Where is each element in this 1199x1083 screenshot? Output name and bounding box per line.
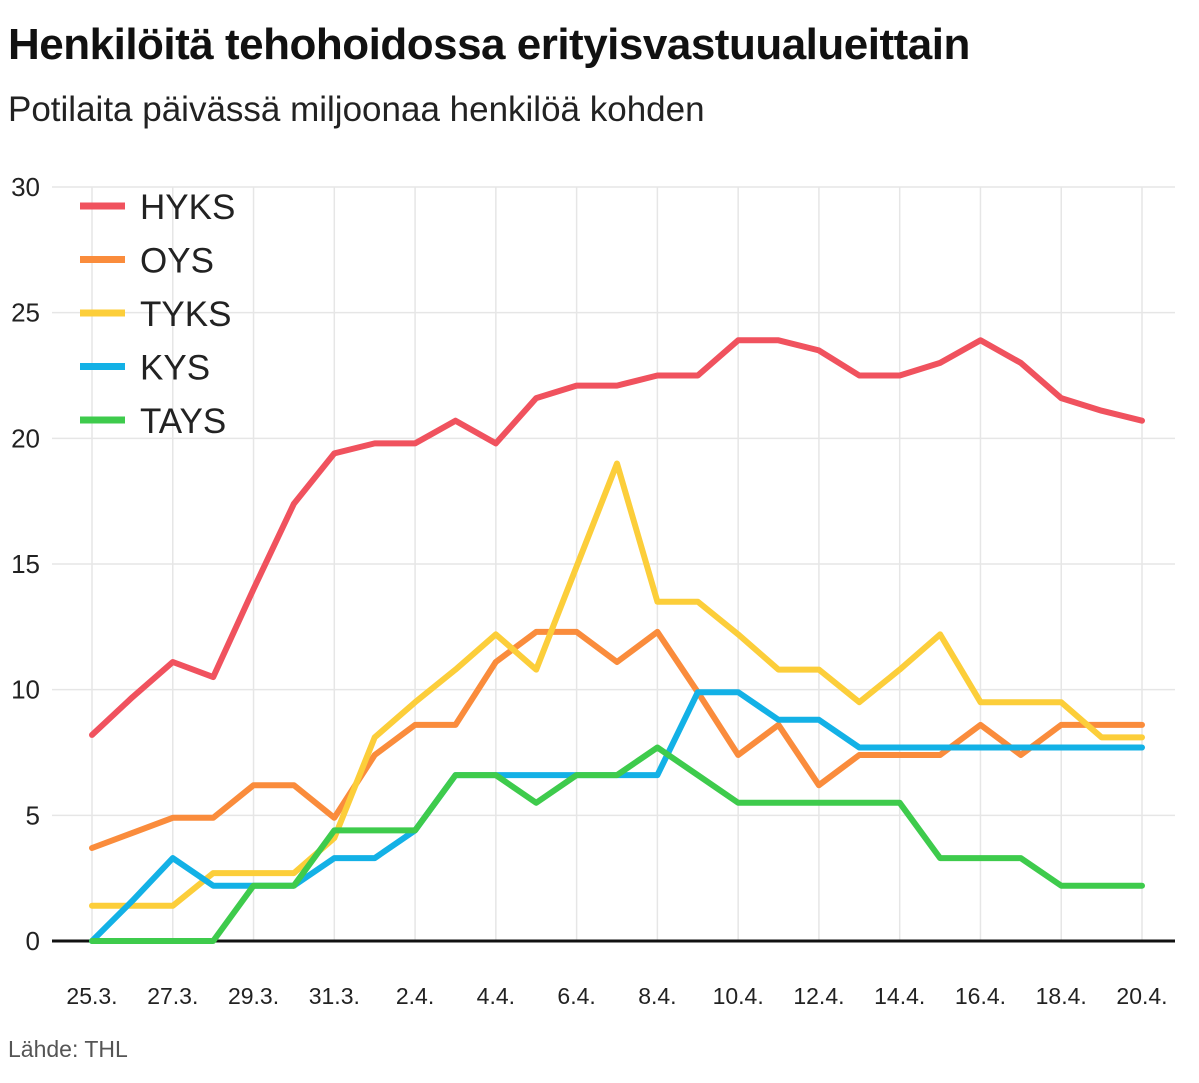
- x-tick-label: 12.4.: [793, 983, 844, 1009]
- x-tick-label: 31.3.: [309, 983, 360, 1009]
- x-tick-label: 4.4.: [477, 983, 515, 1009]
- y-tick-label: 15: [11, 549, 40, 579]
- series-lines: [89, 337, 1145, 944]
- x-tick-label: 10.4.: [713, 983, 764, 1009]
- series-line-tyks: [89, 460, 1145, 909]
- legend-label-oys: OYS: [140, 242, 214, 281]
- y-tick-label: 0: [26, 926, 40, 956]
- x-tick-label: 6.4.: [557, 983, 595, 1009]
- legend-label-tays: TAYS: [140, 402, 226, 441]
- axes: 0 5 10 15 20 25 30 25.3. 27.3. 29.3. 31.3. 2.4. 4.4.…: [11, 172, 1175, 1009]
- legend-label-hyks: HYKS: [140, 188, 235, 227]
- legend-label-kys: KYS: [140, 349, 210, 388]
- y-tick-label: 30: [11, 172, 40, 202]
- series-line-tays: [89, 744, 1145, 944]
- x-tick-label: 2.4.: [396, 983, 434, 1009]
- legend-label-tyks: TYKS: [140, 295, 231, 334]
- y-tick-label: 5: [26, 800, 40, 830]
- x-tick-label: 16.4.: [955, 983, 1006, 1009]
- x-tick-label: 18.4.: [1036, 983, 1087, 1009]
- x-tick-label: 27.3.: [147, 983, 198, 1009]
- x-tick-label: 14.4.: [874, 983, 925, 1009]
- x-tick-label: 25.3.: [66, 983, 117, 1009]
- chart-title: Henkilöitä tehohoidossa erityisvastuualu…: [8, 20, 970, 69]
- x-tick-label: 20.4.: [1116, 983, 1167, 1009]
- x-tick-label: 8.4.: [638, 983, 676, 1009]
- series-line-hyks: [89, 337, 1145, 738]
- chart-subtitle: Potilaita päivässä miljoonaa henkilöä ko…: [8, 90, 705, 129]
- legend: HYKS OYS TYKS KYS TAYS: [80, 188, 235, 441]
- y-tick-label: 20: [11, 423, 40, 453]
- y-tick-label: 25: [11, 298, 40, 328]
- series-line-oys: [89, 628, 1145, 851]
- source-note: Lähde: THL: [8, 1036, 128, 1062]
- x-tick-label: 29.3.: [228, 983, 279, 1009]
- y-tick-label: 10: [11, 675, 40, 705]
